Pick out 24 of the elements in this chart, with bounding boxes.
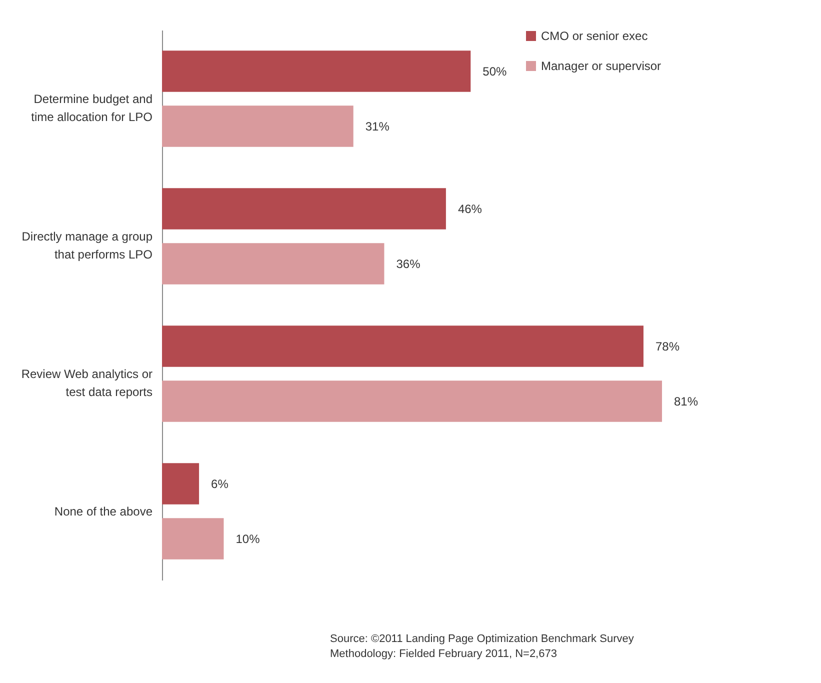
y-tick-label: Determine budget and time allocation for LPO: [31, 92, 152, 124]
bar: [162, 380, 662, 422]
y-tick-label: Review Web analytics or test data reports: [21, 366, 152, 399]
data-label: 10%: [236, 532, 260, 546]
source-note: Source: ©2011 Landing Page Optimization Benchmark Survey: [330, 632, 634, 647]
text: Methodology: Fielded February 2011, N=2,673: [330, 647, 558, 662]
bar: [162, 463, 200, 504]
bar: [162, 50, 471, 92]
y-tick-label: None of the above: [54, 504, 153, 518]
bar: [162, 326, 644, 367]
data-label: 50%: [482, 64, 507, 78]
bar: [162, 518, 224, 560]
bar: [162, 188, 446, 230]
legend-label: CMO or senior exec: [541, 29, 648, 43]
data-label: 31%: [365, 119, 390, 134]
legend-label: Manager or supervisor: [541, 59, 662, 73]
data-label: 6%: [211, 476, 229, 491]
data-label: 36%: [396, 256, 421, 271]
y-tick-label: Directly manage a group that performs LPO: [22, 229, 153, 262]
data-label: 81%: [674, 394, 698, 408]
data-label: 46%: [458, 202, 482, 216]
bar: [162, 243, 384, 284]
data-label: 78%: [655, 339, 680, 354]
bar: [162, 106, 354, 147]
